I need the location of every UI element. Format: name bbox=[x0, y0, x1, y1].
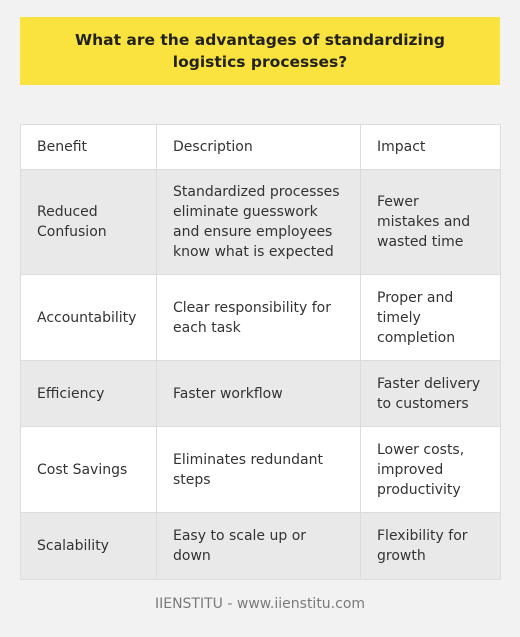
table-header-row: Benefit Description Impact bbox=[20, 124, 501, 170]
benefit-cell: Cost Savings bbox=[20, 426, 157, 513]
benefit-cell: Scalability bbox=[20, 512, 157, 580]
description-cell: Easy to scale up or down bbox=[156, 512, 361, 580]
benefits-table: Benefit Description Impact Reduced Confu… bbox=[20, 124, 501, 580]
impact-cell: Proper and timely completion bbox=[360, 274, 501, 361]
description-cell: Standardized processes eliminate guesswo… bbox=[156, 169, 361, 275]
footer-credit: IIENSTITU - www.iienstitu.com bbox=[154, 596, 366, 612]
table-row: Efficiency Faster workflow Faster delive… bbox=[20, 360, 501, 427]
impact-cell: Fewer mistakes and wasted time bbox=[360, 169, 501, 275]
impact-cell: Lower costs, improved productivity bbox=[360, 426, 501, 513]
header-benefit: Benefit bbox=[20, 124, 157, 170]
impact-cell: Faster delivery to customers bbox=[360, 360, 501, 427]
title-banner: What are the advantages of standardizing… bbox=[20, 17, 500, 85]
table-row: Scalability Easy to scale up or down Fle… bbox=[20, 512, 501, 580]
table-row: Cost Savings Eliminates redundant steps … bbox=[20, 426, 501, 513]
table-row: Reduced Confusion Standardized processes… bbox=[20, 169, 501, 275]
header-impact: Impact bbox=[360, 124, 501, 170]
description-cell: Faster workflow bbox=[156, 360, 361, 427]
benefit-cell: Accountability bbox=[20, 274, 157, 361]
header-description: Description bbox=[156, 124, 361, 170]
impact-cell: Flexibility for growth bbox=[360, 512, 501, 580]
page-title: What are the advantages of standardizing… bbox=[74, 31, 445, 71]
description-cell: Eliminates redundant steps bbox=[156, 426, 361, 513]
description-cell: Clear responsibility for each task bbox=[156, 274, 361, 361]
table-row: Accountability Clear responsibility for … bbox=[20, 274, 501, 361]
benefit-cell: Reduced Confusion bbox=[20, 169, 157, 275]
benefit-cell: Efficiency bbox=[20, 360, 157, 427]
